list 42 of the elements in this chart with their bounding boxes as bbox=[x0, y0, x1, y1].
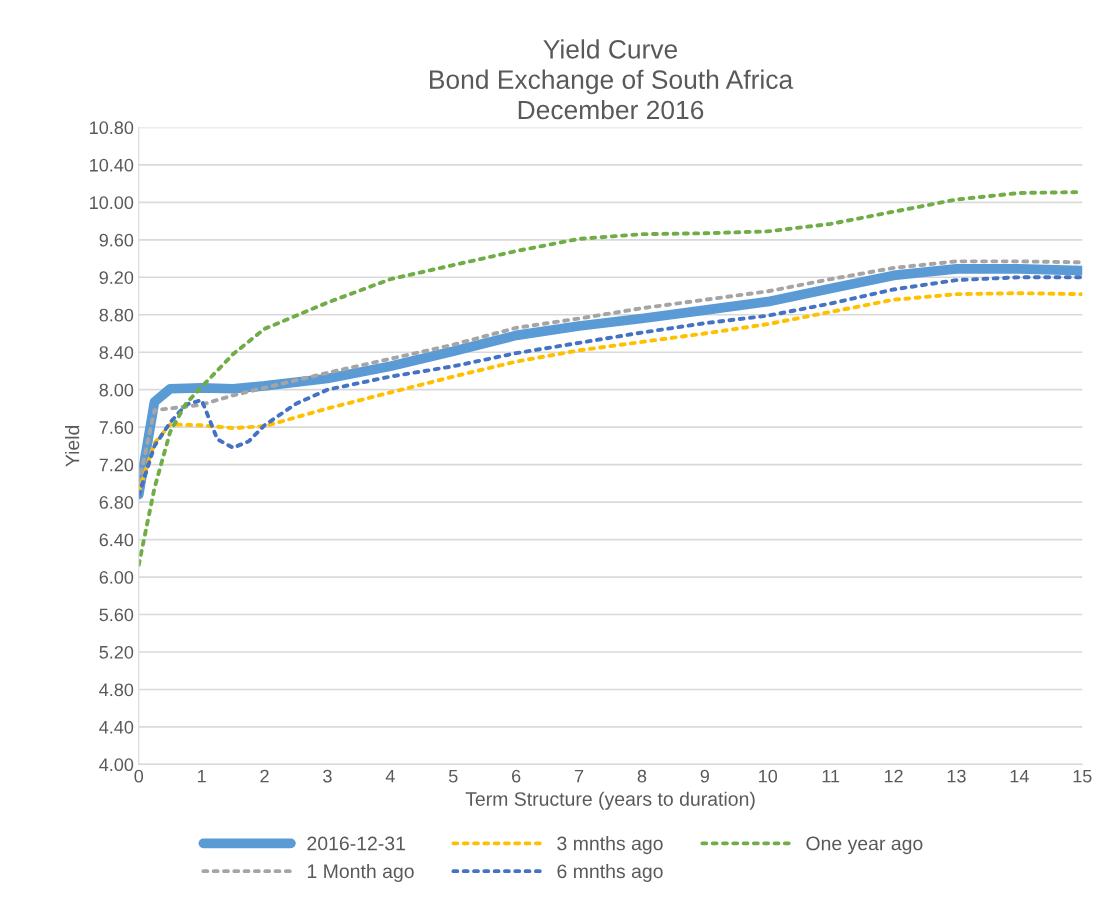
x-tick-label: 3 bbox=[323, 769, 332, 783]
x-tick-label: 8 bbox=[637, 769, 647, 783]
y-tick-label: 9.60 bbox=[99, 233, 134, 247]
legend-label: 6 mnths ago bbox=[557, 863, 663, 883]
x-tick-label: 4 bbox=[385, 769, 395, 783]
y-tick-label: 5.20 bbox=[99, 645, 134, 659]
y-tick-label: 6.80 bbox=[99, 496, 134, 509]
y-tick-label: 6.40 bbox=[99, 533, 134, 547]
x-tick-label: 1 bbox=[198, 769, 206, 783]
x-tick-label: 14 bbox=[1010, 769, 1029, 783]
y-tick-label: 4.40 bbox=[99, 720, 134, 734]
y-tick-label: 5.60 bbox=[99, 608, 134, 622]
x-tick-label: 12 bbox=[884, 769, 903, 783]
y-tick-label: 10.40 bbox=[90, 158, 134, 172]
x-tick-label: 0 bbox=[134, 769, 144, 783]
y-tick-label: 10.80 bbox=[90, 121, 134, 135]
y-tick-label: 8.80 bbox=[99, 308, 134, 322]
legend-label: 2016-12-31 bbox=[307, 836, 405, 851]
x-tick-label: 7 bbox=[574, 769, 584, 783]
y-axis-title: Yield bbox=[65, 425, 80, 467]
y-tick-label: 9.20 bbox=[99, 271, 134, 284]
y-tick-label: 4.80 bbox=[99, 683, 134, 697]
x-tick-label: 6 bbox=[512, 769, 521, 783]
chart-title: Yield Curve Bond Exchange of South Africa December 2016 bbox=[430, 39, 794, 120]
y-tick-label: 4.00 bbox=[99, 758, 134, 772]
x-tick-label: 15 bbox=[1073, 769, 1092, 783]
x-tick-label: 5 bbox=[448, 769, 458, 783]
legend-label: 1 Month ago bbox=[307, 863, 414, 883]
y-tick-label: 7.20 bbox=[99, 458, 134, 472]
y-tick-label: 8.00 bbox=[99, 383, 134, 397]
y-tick-label: 8.40 bbox=[99, 346, 134, 359]
x-axis-title: Term Structure (years to duration) bbox=[465, 791, 755, 810]
x-tick-label: 10 bbox=[759, 769, 778, 783]
x-tick-label: 9 bbox=[700, 769, 710, 783]
y-tick-label: 7.60 bbox=[99, 421, 134, 434]
x-tick-label: 2 bbox=[260, 769, 269, 783]
y-tick-label: 6.00 bbox=[99, 570, 134, 584]
y-tick-label: 10.00 bbox=[90, 196, 134, 210]
legend-label: One year ago bbox=[806, 836, 923, 855]
legend-label: 3 mnths ago bbox=[557, 836, 663, 855]
x-tick-label: 11 bbox=[822, 769, 840, 783]
x-tick-label: 13 bbox=[947, 769, 966, 783]
